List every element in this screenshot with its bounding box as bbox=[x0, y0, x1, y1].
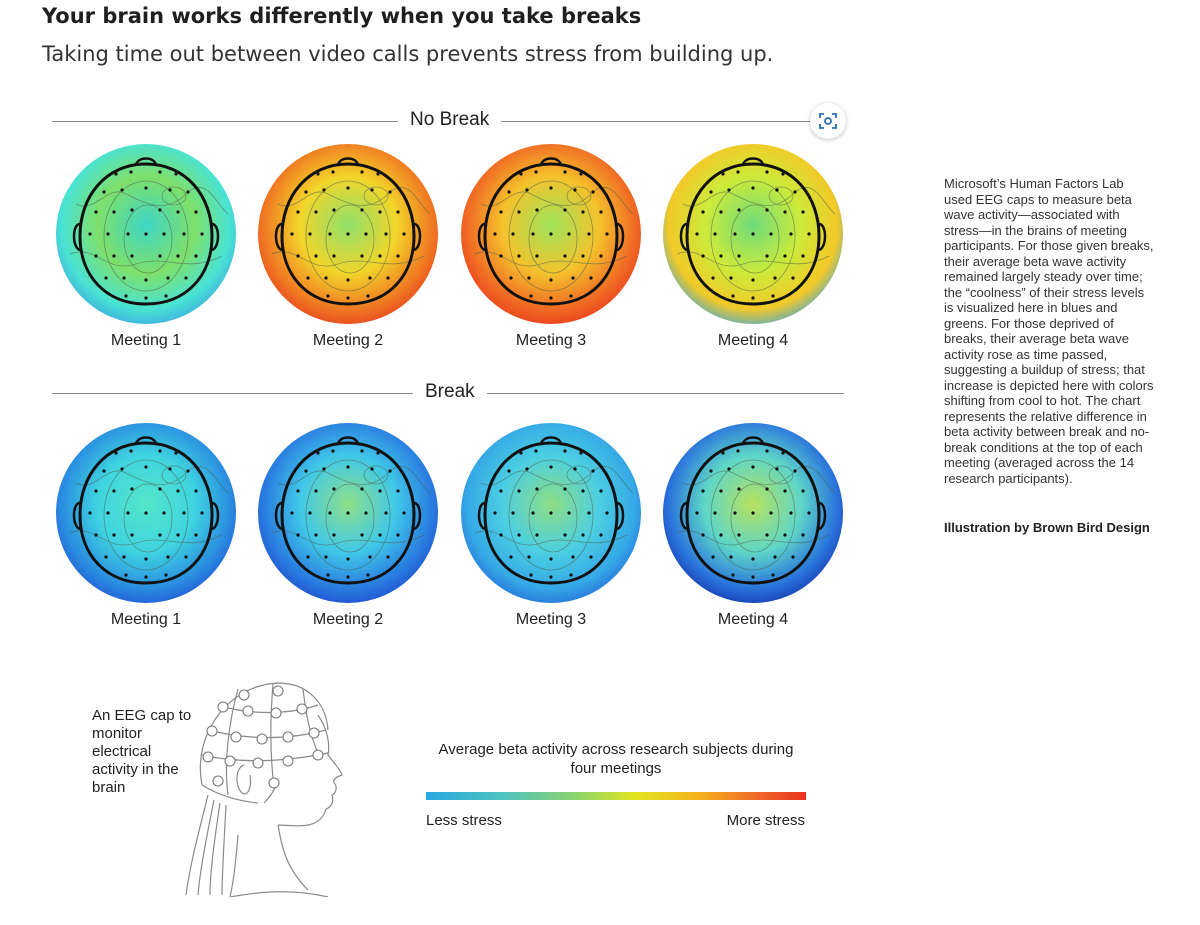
eeg-caption: An EEG cap to monitor electrical activit… bbox=[92, 707, 192, 796]
meeting-label: Meeting 1 bbox=[110, 611, 182, 628]
meeting-label: Meeting 1 bbox=[110, 332, 182, 349]
scale-label-low: Less stress bbox=[426, 812, 502, 829]
meeting-label: Meeting 3 bbox=[515, 611, 587, 628]
brain-map-break-2 bbox=[258, 423, 438, 603]
brain-map-no-break-1 bbox=[56, 144, 236, 324]
eeg-cap-head-illustration bbox=[185, 682, 343, 897]
sidebar-description: Microsoft’s Human Factors Lab used EEG c… bbox=[944, 176, 1154, 486]
brain-map-break-4 bbox=[663, 423, 843, 603]
page-subtitle: Taking time out between video calls prev… bbox=[42, 42, 774, 66]
meeting-label: Meeting 4 bbox=[717, 611, 789, 628]
scan-focus-button[interactable] bbox=[810, 103, 846, 139]
scan-focus-icon bbox=[819, 113, 837, 129]
meeting-label: Meeting 3 bbox=[515, 332, 587, 349]
section-label-break: Break bbox=[413, 381, 487, 403]
brain-map-no-break-3 bbox=[461, 144, 641, 324]
brain-map-no-break-2 bbox=[258, 144, 438, 324]
stress-color-scale bbox=[426, 792, 806, 800]
meeting-label: Meeting 4 bbox=[717, 332, 789, 349]
scale-label-high: More stress bbox=[726, 812, 805, 829]
section-label-no-break: No Break bbox=[398, 109, 502, 131]
illustration-credit: Illustration by Brown Bird Design bbox=[944, 520, 1150, 535]
brain-map-break-1 bbox=[56, 423, 236, 603]
scale-title: Average beta activity across research su… bbox=[438, 741, 794, 777]
meeting-label: Meeting 2 bbox=[312, 611, 384, 628]
brain-map-no-break-4 bbox=[663, 144, 843, 324]
meeting-label: Meeting 2 bbox=[312, 332, 384, 349]
page-title: Your brain works differently when you ta… bbox=[42, 4, 642, 28]
brain-map-break-3 bbox=[461, 423, 641, 603]
